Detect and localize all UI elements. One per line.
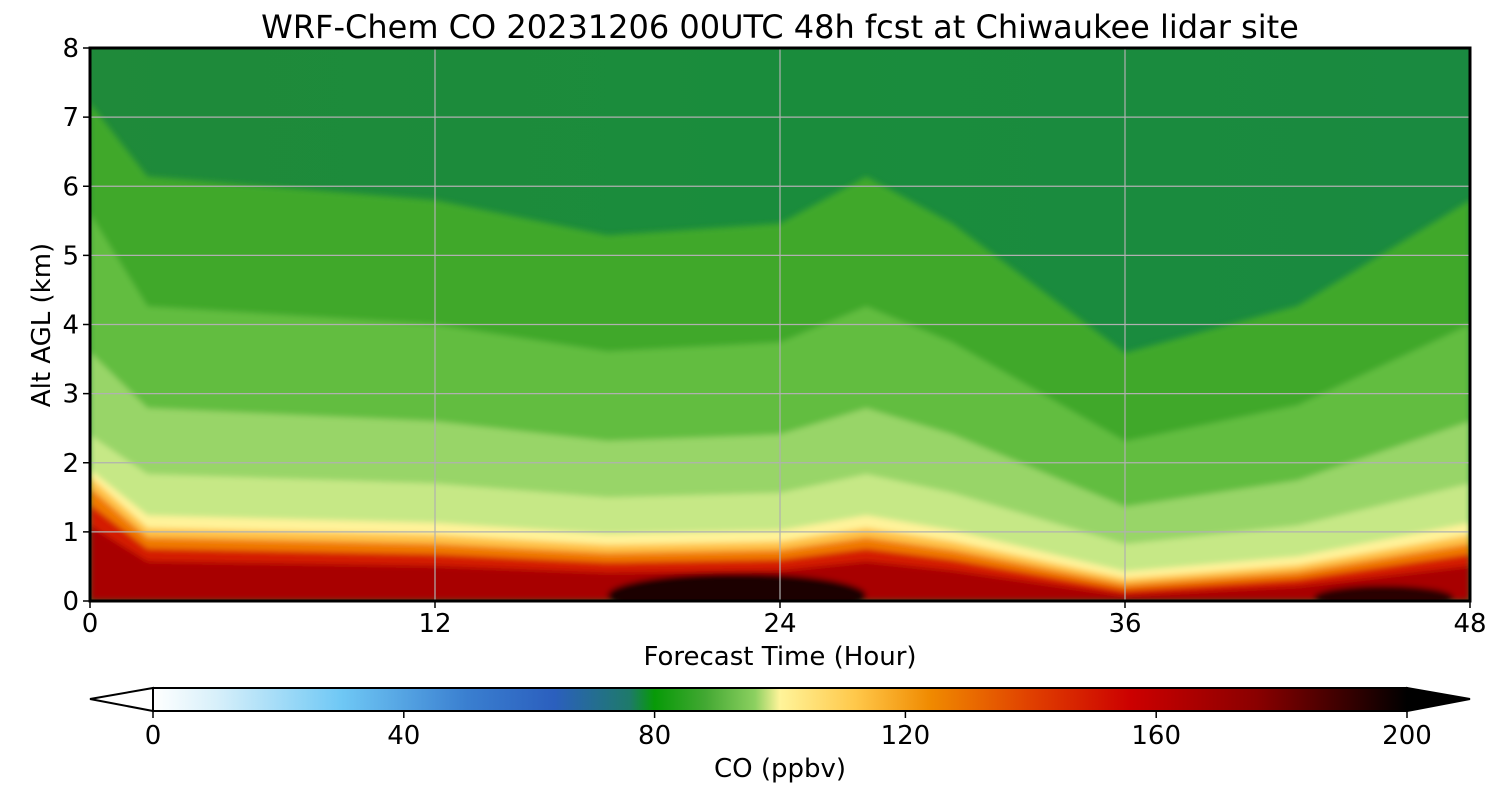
colorbar-tick-label: 120 [881,721,931,751]
y-axis: 0 1 2 3 4 5 6 7 8 [62,34,90,617]
y-tick-label: 5 [62,241,79,271]
colorbar-tick-label: 160 [1131,721,1181,751]
y-tick-label: 0 [62,587,79,617]
y-tick-label: 7 [62,103,79,133]
colorbar-tick-label: 80 [638,721,671,751]
y-tick-label: 3 [62,380,79,410]
y-tick-label: 4 [62,311,79,341]
x-tick-label: 0 [82,609,99,639]
colorbar-label: CO (ppbv) [714,754,846,784]
chart-title: WRF-Chem CO 20231206 00UTC 48h fcst at C… [261,8,1299,46]
colorbar: 0 40 80 120 160 200 [89,686,1471,751]
plot-area [90,48,1470,601]
y-tick-label: 1 [62,518,79,548]
colorbar-tick-label: 200 [1382,721,1432,751]
x-tick-label: 36 [1108,609,1141,639]
colorbar-max-extend [1406,686,1471,713]
field-core-secondary [1313,585,1454,601]
x-tick-label: 48 [1453,609,1486,639]
colorbar-min-extend [89,686,154,713]
field-core-max [607,573,867,601]
y-tick-label: 8 [62,34,79,64]
y-tick-label: 2 [62,449,79,479]
x-tick-label: 12 [418,609,451,639]
x-axis: 0 12 24 36 48 [82,601,1487,639]
colorbar-tick-label: 40 [387,721,420,751]
x-axis-label: Forecast Time (Hour) [643,642,916,672]
colorbar-tick-label: 0 [145,721,162,751]
x-tick-label: 24 [763,609,796,639]
colorbar-bar [153,688,1407,711]
y-axis-label: Alt AGL (km) [27,243,57,407]
y-tick-label: 6 [62,172,79,202]
